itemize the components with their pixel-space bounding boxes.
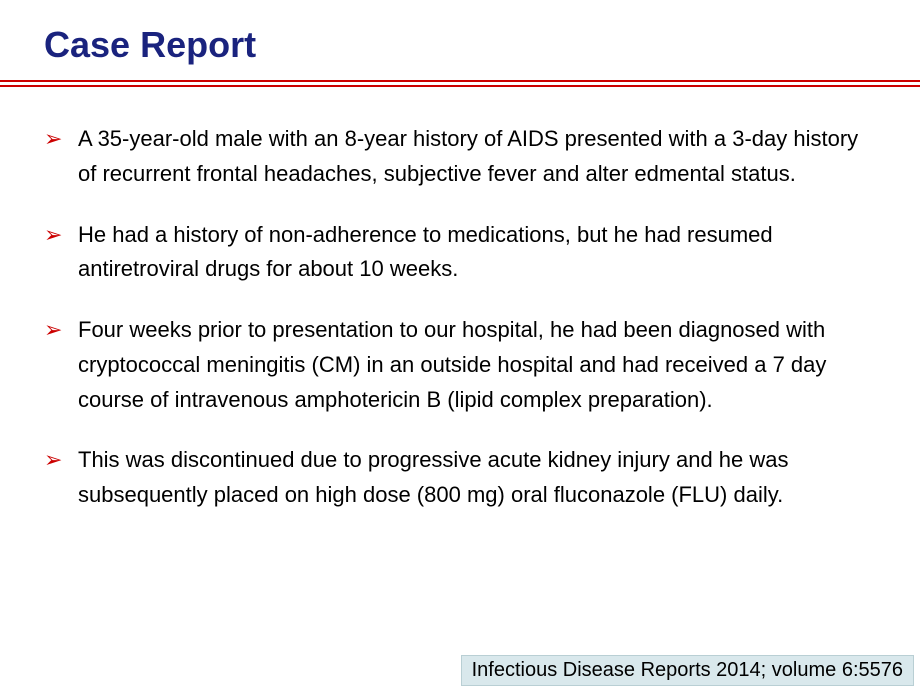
divider-line-top xyxy=(0,80,920,82)
divider xyxy=(0,80,920,88)
bullet-text: A 35-year-old male with an 8-year histor… xyxy=(78,126,858,186)
list-item: ➢ This was discontinued due to progressi… xyxy=(44,443,876,513)
bullet-text: This was discontinued due to progressive… xyxy=(78,447,789,507)
bullet-arrow-icon: ➢ xyxy=(44,445,62,476)
bullet-text: Four weeks prior to presentation to our … xyxy=(78,317,826,412)
bullet-list: ➢ A 35-year-old male with an 8-year hist… xyxy=(44,122,876,513)
bullet-arrow-icon: ➢ xyxy=(44,315,62,346)
bullet-arrow-icon: ➢ xyxy=(44,124,62,155)
title-area: Case Report xyxy=(0,0,920,66)
bullet-arrow-icon: ➢ xyxy=(44,220,62,251)
list-item: ➢ A 35-year-old male with an 8-year hist… xyxy=(44,122,876,192)
citation-text: Infectious Disease Reports 2014; volume … xyxy=(472,659,903,681)
content-area: ➢ A 35-year-old male with an 8-year hist… xyxy=(0,88,920,513)
citation-box: Infectious Disease Reports 2014; volume … xyxy=(461,655,914,686)
slide-title: Case Report xyxy=(44,24,920,66)
bullet-text: He had a history of non-adherence to med… xyxy=(78,222,773,282)
list-item: ➢ He had a history of non-adherence to m… xyxy=(44,218,876,288)
list-item: ➢ Four weeks prior to presentation to ou… xyxy=(44,313,876,417)
divider-line-bottom xyxy=(0,85,920,87)
